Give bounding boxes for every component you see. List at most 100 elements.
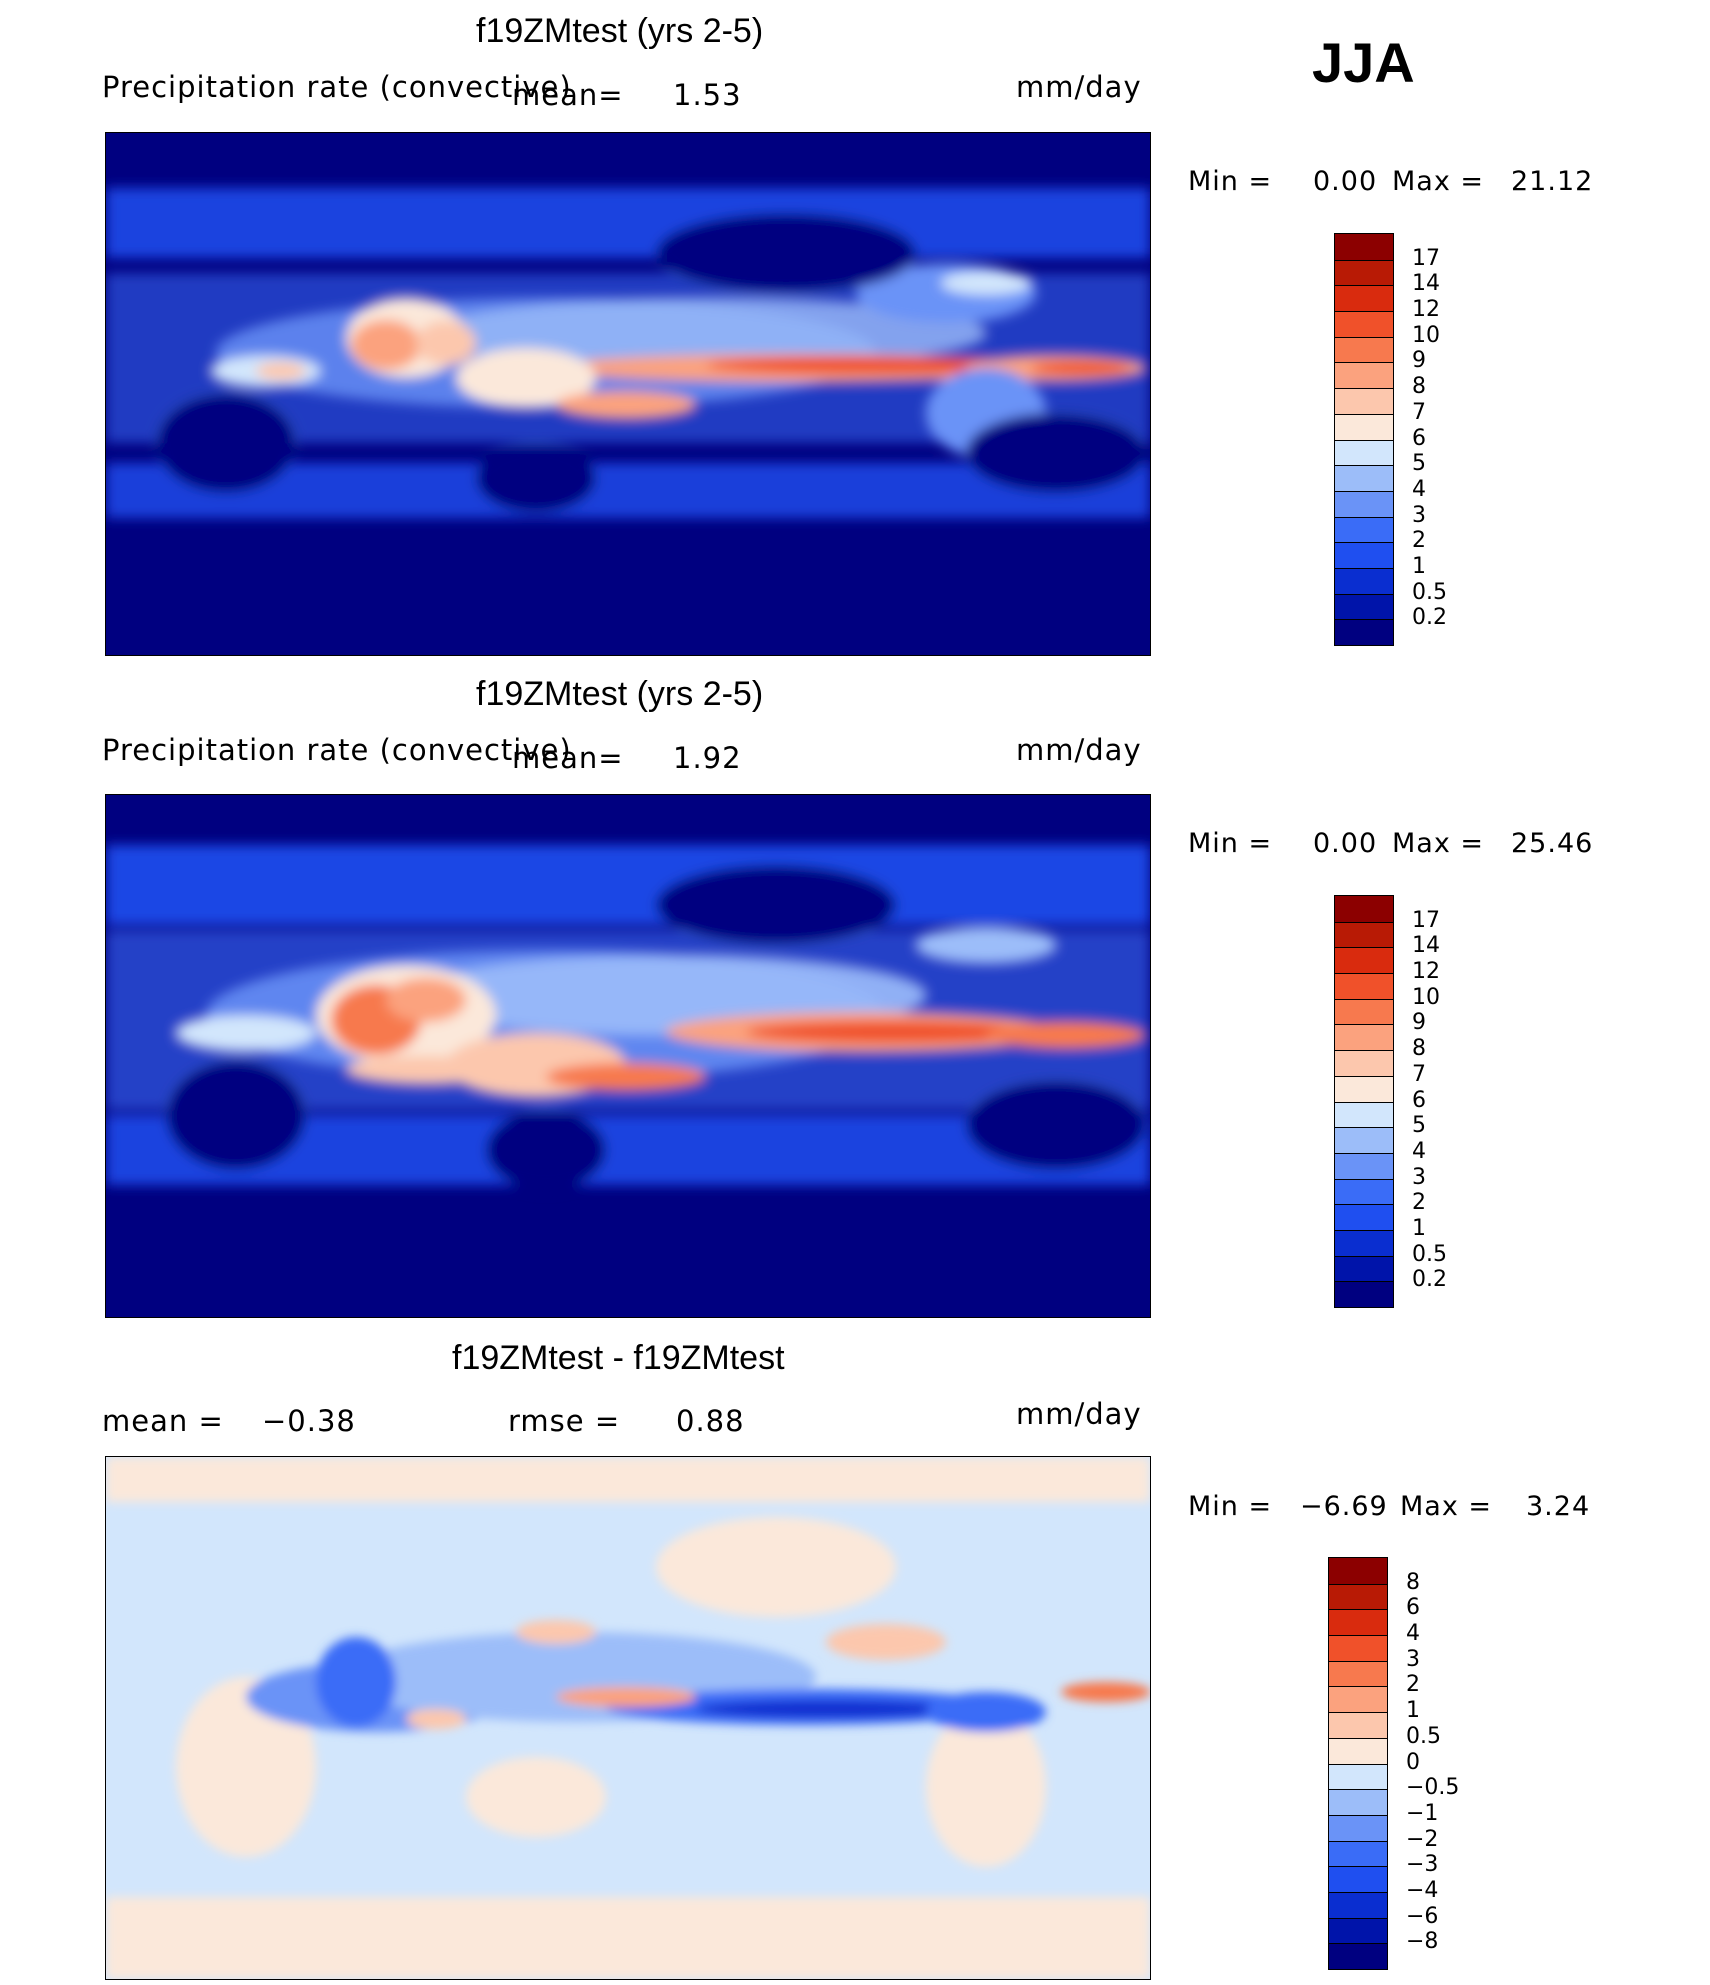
colorbar-tick-label: 2 <box>1406 1672 1420 1698</box>
colorbar-tick-label: 8 <box>1412 1036 1426 1062</box>
colorbar-tick-label: −4 <box>1406 1877 1439 1903</box>
panel-3-min-label: Min = <box>1188 1491 1273 1522</box>
panel-1-max-label: Max = <box>1392 166 1485 197</box>
panel-3-title: f19ZMtest - f19ZMtest <box>452 1339 785 1377</box>
colorbar-segment <box>1329 1660 1387 1687</box>
colorbar-segment <box>1335 362 1393 389</box>
colorbar-segment <box>1335 1152 1393 1179</box>
colorbar-tick-label: 0.2 <box>1412 1267 1447 1293</box>
colorbar-segment <box>1329 1558 1387 1584</box>
colorbar-tick-label: 1 <box>1412 1215 1426 1241</box>
colorbar-segment <box>1335 1204 1393 1230</box>
colorbar-segment <box>1335 311 1393 337</box>
colorbar-segment <box>1335 1075 1393 1102</box>
colorbar-segment <box>1335 413 1393 440</box>
colorbar-tick-label: 0.5 <box>1412 579 1447 605</box>
colorbar-segment <box>1335 947 1393 974</box>
panel-1-field <box>106 133 1150 655</box>
colorbar-tick-label: 0.5 <box>1406 1723 1441 1749</box>
colorbar-tick-label: 5 <box>1412 451 1426 477</box>
colorbar-tick-label: 6 <box>1406 1595 1420 1621</box>
panel-2-max-label: Max = <box>1392 828 1485 859</box>
colorbar-tick-label: −6 <box>1406 1903 1439 1929</box>
season-label: JJA <box>1312 31 1415 94</box>
colorbar-tick-label: 3 <box>1412 1164 1426 1190</box>
colorbar-tick-label: 10 <box>1412 322 1440 348</box>
panel-3-map <box>105 1456 1151 1980</box>
panel-1-mean-value: 1.53 <box>673 78 742 112</box>
colorbar-segment <box>1329 1583 1387 1610</box>
colorbar-tick-label: 8 <box>1406 1569 1420 1595</box>
panel-3-mean-label: mean = <box>102 1404 224 1438</box>
panel-2-variable-label: Precipitation rate (convective) <box>102 733 572 767</box>
panel-3-rmse-value: 0.88 <box>676 1404 745 1438</box>
colorbar-segment <box>1335 896 1393 922</box>
colorbar-tick-label: 0.5 <box>1412 1241 1447 1267</box>
colorbar-segment <box>1335 234 1393 260</box>
colorbar-segment <box>1335 1255 1393 1282</box>
colorbar-tick-label: 3 <box>1412 502 1426 528</box>
colorbar-segment <box>1329 1814 1387 1841</box>
panel-1-min-value: 0.00 <box>1313 166 1378 197</box>
colorbar-segment <box>1335 998 1393 1025</box>
colorbar-segment <box>1335 1101 1393 1128</box>
panel-2-min-value: 0.00 <box>1313 828 1378 859</box>
panel-2-max-value: 25.46 <box>1511 828 1594 859</box>
colorbar-segment <box>1335 1281 1393 1307</box>
colorbar-tick-label: 4 <box>1406 1621 1420 1647</box>
colorbar-tick-label: 2 <box>1412 528 1426 554</box>
panel-3-field <box>106 1457 1150 1979</box>
colorbar-tick-label: 17 <box>1412 245 1440 271</box>
colorbar-segment <box>1335 973 1393 999</box>
colorbar-segment <box>1329 1866 1387 1892</box>
panel-3-rmse-label: rmse = <box>508 1404 621 1438</box>
panel-1-min-label: Min = <box>1188 166 1273 197</box>
colorbar-tick-label: 8 <box>1412 374 1426 400</box>
colorbar-tick-label: 9 <box>1412 1010 1426 1036</box>
colorbar-segment <box>1335 542 1393 568</box>
colorbar-segment <box>1335 567 1393 594</box>
panel-2-map <box>105 794 1151 1318</box>
colorbar-segment <box>1335 1024 1393 1051</box>
panel-2-units: mm/day <box>1016 733 1142 767</box>
panel-3-colorbar <box>1328 1557 1388 1970</box>
panel-2-colorbar <box>1334 895 1394 1308</box>
colorbar-tick-label: 7 <box>1412 399 1426 425</box>
panel-2-min-label: Min = <box>1188 828 1273 859</box>
colorbar-segment <box>1335 1178 1393 1205</box>
panel-1-units: mm/day <box>1016 70 1142 104</box>
panel-3-units: mm/day <box>1016 1397 1142 1431</box>
colorbar-segment <box>1335 439 1393 466</box>
colorbar-segment <box>1329 1840 1387 1867</box>
colorbar-segment <box>1335 336 1393 363</box>
colorbar-segment <box>1335 619 1393 645</box>
panel-1-title: f19ZMtest (yrs 2-5) <box>476 12 764 50</box>
colorbar-tick-label: 6 <box>1412 1087 1426 1113</box>
colorbar-segment <box>1335 490 1393 517</box>
colorbar-segment <box>1335 516 1393 543</box>
colorbar-segment <box>1329 1789 1387 1815</box>
panel-1-max-value: 21.12 <box>1511 166 1594 197</box>
panel-3-mean-value: −0.38 <box>262 1404 356 1438</box>
colorbar-tick-label: 0 <box>1406 1749 1420 1775</box>
colorbar-tick-label: 17 <box>1412 907 1440 933</box>
colorbar-tick-label: 4 <box>1412 476 1426 502</box>
colorbar-tick-label: 3 <box>1406 1646 1420 1672</box>
panel-1-variable-label: Precipitation rate (convective) <box>102 70 572 104</box>
colorbar-segment <box>1335 921 1393 948</box>
panel-1-mean-label: mean= <box>512 78 624 112</box>
colorbar-tick-label: 10 <box>1412 984 1440 1010</box>
colorbar-tick-label: 7 <box>1412 1061 1426 1087</box>
colorbar-segment <box>1329 1635 1387 1661</box>
colorbar-segment <box>1335 285 1393 312</box>
panel-1-colorbar <box>1334 233 1394 646</box>
colorbar-tick-label: 9 <box>1412 348 1426 374</box>
panel-2-mean-label: mean= <box>512 741 624 775</box>
colorbar-tick-label: 1 <box>1406 1698 1420 1724</box>
colorbar-segment <box>1335 1127 1393 1153</box>
panel-2-mean-value: 1.92 <box>673 741 742 775</box>
colorbar-segment <box>1335 593 1393 620</box>
colorbar-tick-label: −0.5 <box>1406 1775 1460 1801</box>
colorbar-segment <box>1335 1229 1393 1256</box>
colorbar-tick-label: 0.2 <box>1412 605 1447 631</box>
